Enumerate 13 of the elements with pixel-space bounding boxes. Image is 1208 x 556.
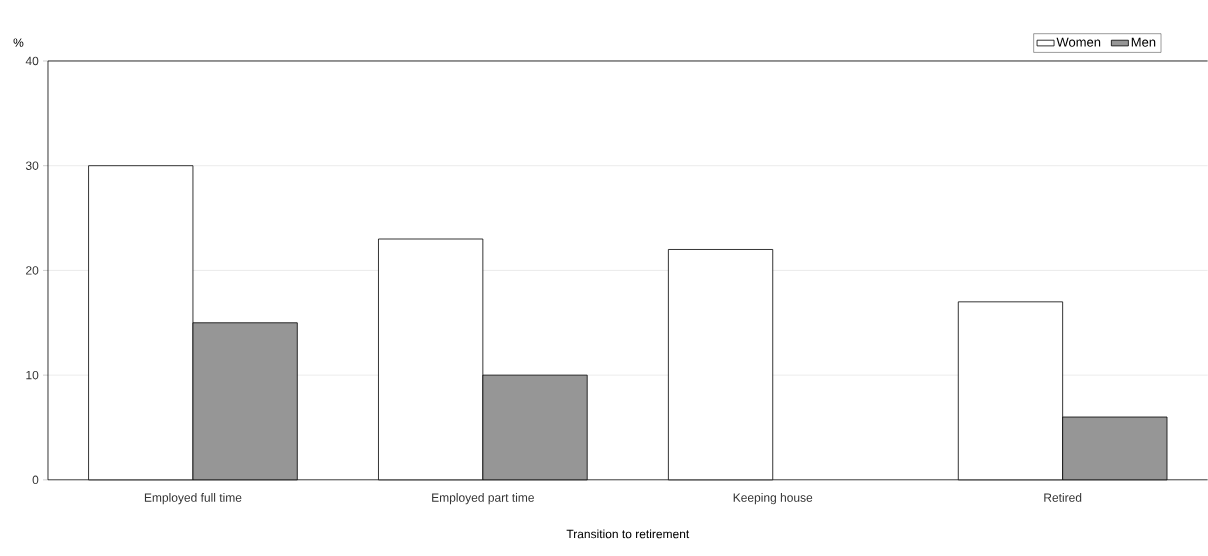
y-tick-label: 30 — [25, 161, 39, 171]
y-tick-label: 40 — [25, 56, 39, 66]
y-tick-label: 10 — [26, 370, 39, 380]
legend-label: Men — [1131, 37, 1156, 47]
x-axis-title: Transition to retirement — [566, 529, 690, 539]
legend-label: Women — [1056, 37, 1101, 47]
x-tick-label: Employed full time — [144, 493, 242, 505]
x-tick-label: Employed part time — [432, 493, 534, 505]
y-axis-title: % — [13, 38, 24, 47]
x-tick-label: Keeping house — [733, 493, 813, 505]
y-tick-label: 20 — [26, 266, 39, 275]
x-tick-label: Retired — [1044, 493, 1082, 502]
y-tick-label: 0 — [32, 475, 39, 485]
